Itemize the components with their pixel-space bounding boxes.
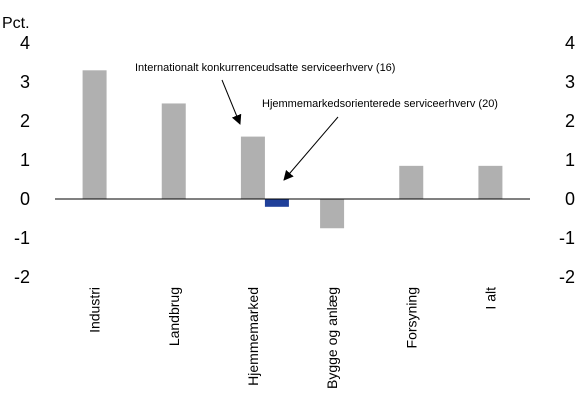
category-label: Industri bbox=[87, 287, 103, 333]
y-tick-label-left: -2 bbox=[14, 267, 30, 287]
bar-bygge-og-anl-g bbox=[320, 199, 345, 229]
left-y-axis-ticks: 4 3 2 1 0 -1 -2 bbox=[14, 33, 30, 287]
annotation-label: Internationalt konkurrenceudsatte servic… bbox=[135, 62, 395, 74]
bar-hjemmemarked bbox=[240, 136, 265, 199]
right-y-axis-ticks: 4 3 2 1 0 -1 -2 bbox=[559, 33, 575, 287]
category-label: I alt bbox=[482, 287, 498, 310]
annotation-label: Hjemmemarkedsorienterede serviceerhverv … bbox=[262, 98, 498, 110]
annotation-arrow bbox=[283, 116, 339, 181]
y-unit-label: Pct. bbox=[2, 15, 30, 32]
y-tick-label-right: 3 bbox=[565, 72, 575, 92]
bar-landbrug bbox=[161, 103, 186, 199]
bars bbox=[82, 70, 503, 229]
bar-forsyning bbox=[399, 165, 424, 199]
annotation-arrow bbox=[221, 79, 242, 125]
category-label: Landbrug bbox=[166, 287, 182, 346]
bar-industri bbox=[82, 70, 107, 199]
annotations: Internationalt konkurrenceudsatte servic… bbox=[135, 62, 498, 181]
category-label: Forsyning bbox=[403, 287, 419, 348]
category-label: Hjemmemarked bbox=[245, 287, 261, 386]
bar-i-alt bbox=[478, 165, 503, 199]
bar-hjemmemarked bbox=[264, 199, 289, 207]
y-tick-label-left: 1 bbox=[20, 150, 30, 170]
category-label: Bygge og anlæg bbox=[324, 287, 340, 389]
y-tick-label-right: -1 bbox=[559, 228, 575, 248]
y-tick-label-left: 0 bbox=[20, 189, 30, 209]
y-tick-label-left: 2 bbox=[20, 111, 30, 131]
category-labels: Industri Landbrug Hjemmemarked Bygge og anl… bbox=[87, 287, 499, 389]
y-tick-label-right: -2 bbox=[559, 267, 575, 287]
y-tick-label-right: 0 bbox=[565, 189, 575, 209]
y-tick-label-left: -1 bbox=[14, 228, 30, 248]
y-tick-label-right: 1 bbox=[565, 150, 575, 170]
y-tick-label-left: 3 bbox=[20, 72, 30, 92]
y-tick-label-right: 2 bbox=[565, 111, 575, 131]
y-tick-label-right: 4 bbox=[565, 33, 575, 53]
y-tick-label-left: 4 bbox=[20, 33, 30, 53]
